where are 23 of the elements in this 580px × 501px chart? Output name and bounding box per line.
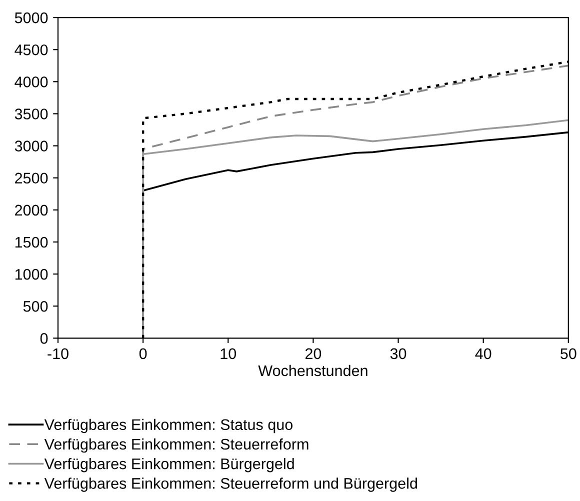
legend-label: Verfügbares Einkommen: Bürgergeld [44, 458, 294, 472]
y-tick-label: 1000 [15, 268, 48, 280]
x-tick-label: 10 [220, 348, 236, 360]
y-tick-label: 2000 [15, 204, 48, 216]
x-axis-title: Wochenstunden [258, 364, 368, 376]
y-tick-label: 3500 [14, 108, 48, 120]
x-tick-label: 40 [475, 348, 492, 360]
x-tick-label: 0 [139, 348, 147, 360]
y-tick-label: 4500 [14, 44, 48, 56]
y-tick-label: 0 [40, 333, 48, 344]
legend-label: Verfügbares Einkommen: Status quo [44, 418, 292, 434]
y-tick-label: 500 [23, 300, 48, 312]
x-tick-label: 20 [305, 348, 322, 360]
y-tick-label: 3000 [14, 140, 48, 152]
legend-label: Verfügbares Einkommen: Steuerreform und Bürgergeld [44, 478, 417, 492]
x-tick-label: 30 [390, 348, 406, 360]
y-tick-label: 2500 [15, 172, 48, 184]
legend-label: Verfügbares Einkommen: Steuerreform [44, 438, 308, 453]
y-tick-label: 4000 [14, 76, 48, 88]
x-tick-label: 50 [560, 348, 576, 360]
x-tick-label: -10 [48, 348, 68, 360]
y-tick-label: 5000 [14, 12, 48, 24]
y-tick-label: 1500 [15, 236, 48, 248]
